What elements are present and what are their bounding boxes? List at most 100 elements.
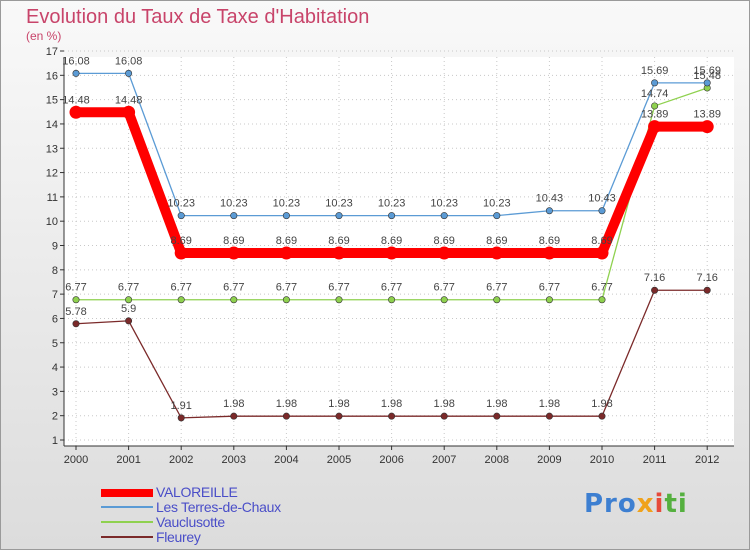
data-point-vauclusotte (598, 296, 606, 304)
data-label-valoreille: 13.89 (693, 109, 721, 121)
data-label-les-terres-de-chaux: 10.23 (378, 198, 406, 210)
data-point-les-terres-de-chaux (598, 207, 606, 215)
data-point-les-terres-de-chaux (545, 207, 553, 215)
data-point-fleurey (651, 286, 659, 294)
data-label-vauclusotte: 6.77 (539, 282, 560, 294)
data-label-vauclusotte: 6.77 (276, 282, 297, 294)
data-point-fleurey (335, 412, 343, 420)
data-label-valoreille: 8.69 (591, 235, 612, 247)
data-label-les-terres-de-chaux: 16.08 (115, 55, 143, 67)
data-point-valoreille (437, 246, 451, 260)
chart-title: Evolution du Taux de Taxe d'Habitation (26, 6, 370, 28)
x-tick-label: 2012 (695, 454, 719, 466)
x-tick-label: 2001 (116, 454, 140, 466)
data-label-les-terres-de-chaux: 10.43 (536, 193, 564, 205)
data-label-valoreille: 8.69 (328, 235, 349, 247)
data-label-valoreille: 14.48 (62, 94, 90, 106)
data-point-vauclusotte (651, 102, 659, 110)
data-point-les-terres-de-chaux (282, 212, 290, 220)
data-label-fleurey: 1.98 (539, 398, 560, 410)
data-point-valoreille (648, 120, 662, 134)
data-label-les-terres-de-chaux: 15.69 (693, 65, 721, 77)
data-point-fleurey (493, 412, 501, 420)
data-label-fleurey: 1.98 (591, 398, 612, 410)
data-point-valoreille (542, 246, 556, 260)
data-label-vauclusotte: 14.74 (641, 88, 669, 100)
data-point-fleurey (703, 286, 711, 294)
data-label-valoreille: 8.69 (539, 235, 560, 247)
x-tick-label: 2003 (222, 454, 246, 466)
x-tick-label: 2010 (590, 454, 614, 466)
y-tick-label: 11 (47, 192, 58, 204)
x-tick-label: 2005 (327, 454, 351, 466)
data-label-fleurey: 7.16 (696, 272, 717, 284)
y-tick-label: 3 (52, 386, 58, 398)
data-point-les-terres-de-chaux (335, 212, 343, 220)
data-point-vauclusotte (177, 296, 185, 304)
x-tick-label: 2004 (274, 454, 298, 466)
data-label-vauclusotte: 6.77 (433, 282, 454, 294)
data-point-vauclusotte (493, 296, 501, 304)
y-tick-label: 9 (52, 241, 58, 253)
y-tick-label: 17 (46, 46, 58, 58)
data-point-les-terres-de-chaux (230, 212, 238, 220)
x-tick-label: 2007 (432, 454, 456, 466)
data-point-valoreille (122, 105, 136, 119)
data-label-valoreille: 13.89 (641, 109, 669, 121)
legend-label-valoreille: VALOREILLE (156, 484, 238, 500)
data-label-fleurey: 5.78 (65, 306, 86, 318)
y-tick-label: 4 (52, 362, 58, 374)
x-tick-label: 2002 (169, 454, 193, 466)
data-point-les-terres-de-chaux (177, 212, 185, 220)
data-label-fleurey: 1.98 (276, 398, 297, 410)
data-point-vauclusotte (388, 296, 396, 304)
chart-subtitle: (en %) (26, 29, 62, 43)
data-label-les-terres-de-chaux: 10.43 (588, 193, 616, 205)
data-point-les-terres-de-chaux (440, 212, 448, 220)
x-tick-label: 2006 (379, 454, 403, 466)
legend-swatch-terres-de-chaux (101, 506, 153, 508)
data-point-fleurey (598, 412, 606, 420)
data-point-vauclusotte (335, 296, 343, 304)
legend-swatch-fleurey (101, 536, 153, 538)
data-point-vauclusotte (125, 296, 133, 304)
data-label-valoreille: 8.69 (486, 235, 507, 247)
data-point-fleurey (72, 320, 80, 328)
y-tick-label: 14 (46, 119, 58, 131)
data-label-vauclusotte: 6.77 (486, 282, 507, 294)
data-label-vauclusotte: 6.77 (65, 282, 86, 294)
data-label-fleurey: 1.98 (381, 398, 402, 410)
data-label-les-terres-de-chaux: 15.69 (641, 65, 669, 77)
data-point-fleurey (230, 412, 238, 420)
data-point-valoreille (385, 246, 399, 260)
data-label-valoreille: 8.69 (381, 235, 402, 247)
data-label-les-terres-de-chaux: 16.08 (62, 55, 90, 67)
data-point-fleurey (282, 412, 290, 420)
data-point-valoreille (332, 246, 346, 260)
data-label-fleurey: 1.98 (486, 398, 507, 410)
data-label-valoreille: 8.69 (433, 235, 454, 247)
data-point-vauclusotte (545, 296, 553, 304)
x-tick-label: 2011 (643, 454, 667, 466)
data-label-les-terres-de-chaux: 10.23 (220, 198, 248, 210)
x-tick-label: 2000 (64, 454, 88, 466)
data-point-vauclusotte (230, 296, 238, 304)
y-tick-label: 15 (46, 95, 58, 107)
data-label-fleurey: 5.9 (121, 303, 136, 315)
data-point-fleurey (545, 412, 553, 420)
data-point-fleurey (125, 317, 133, 325)
y-tick-label: 2 (52, 411, 58, 423)
y-tick-label: 6 (52, 313, 58, 325)
data-label-les-terres-de-chaux: 10.23 (167, 198, 195, 210)
data-label-valoreille: 8.69 (170, 235, 191, 247)
data-label-vauclusotte: 6.77 (118, 282, 139, 294)
data-point-valoreille (279, 246, 293, 260)
y-tick-label: 7 (52, 289, 58, 301)
data-label-les-terres-de-chaux: 10.23 (273, 198, 301, 210)
data-point-vauclusotte (72, 296, 80, 304)
data-point-fleurey (440, 412, 448, 420)
y-tick-label: 5 (52, 338, 58, 350)
data-point-valoreille (700, 120, 714, 134)
data-label-fleurey: 1.98 (433, 398, 454, 410)
